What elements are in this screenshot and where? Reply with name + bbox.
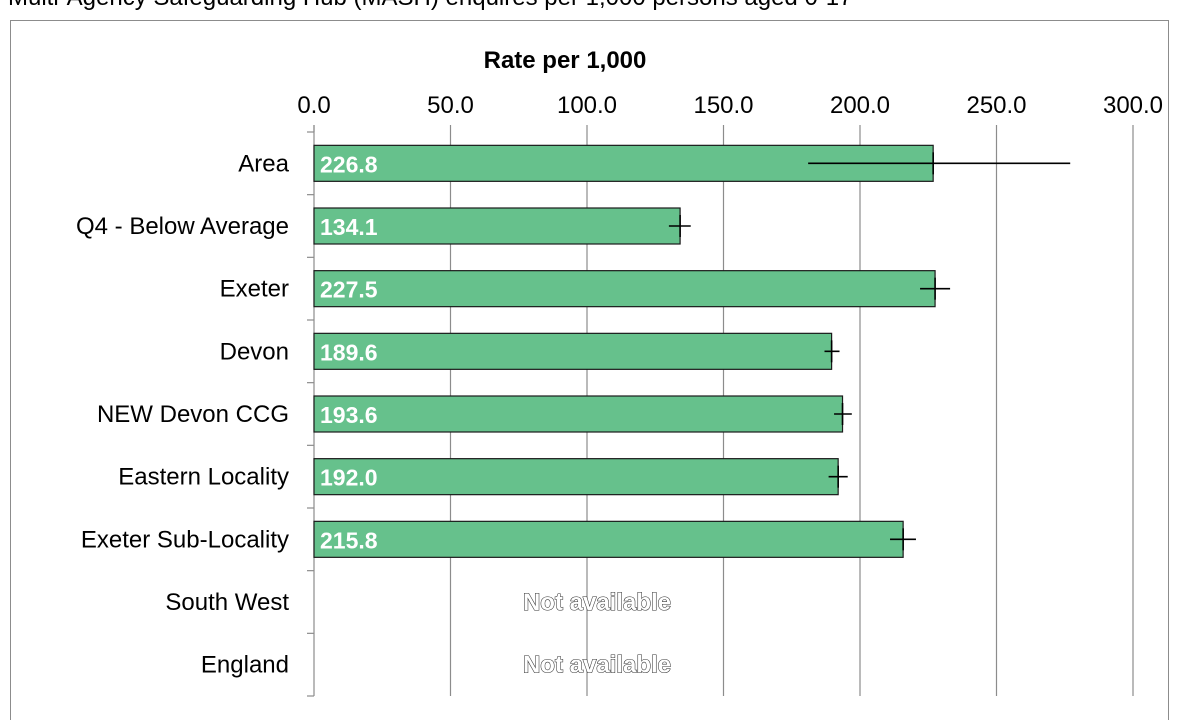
category-label: NEW Devon CCG — [97, 401, 289, 428]
value-labels: 226.8 134.1 227.5 189.6 193.6 192.0 215.8 Not a… — [320, 151, 672, 679]
category-label: Eastern Locality — [118, 464, 289, 491]
bars — [313, 144, 936, 558]
category-label: Area — [238, 150, 289, 177]
error-bars — [668, 152, 1071, 551]
y-axis — [307, 125, 315, 697]
category-label: Q4 - Below Average — [76, 213, 289, 240]
value-label: 226.8 — [320, 151, 378, 177]
bar — [313, 395, 844, 433]
x-tick-label: 100.0 — [557, 92, 617, 119]
bar — [313, 520, 904, 558]
x-axis-ticks: 0.0 50.0 100.0 150.0 200.0 250.0 300.0 — [297, 92, 1163, 119]
bar — [313, 207, 681, 245]
value-label: 134.1 — [320, 214, 378, 240]
not-available-label: Not available — [523, 652, 671, 679]
category-label: Devon — [220, 338, 289, 365]
x-tick-label: 50.0 — [427, 92, 474, 119]
x-tick-label: 300.0 — [1103, 92, 1163, 119]
category-label: Exeter Sub-Locality — [81, 526, 289, 553]
category-label: South West — [165, 589, 289, 616]
category-labels: Area Q4 - Below Average Exeter Devon NEW Dev… — [76, 150, 290, 678]
x-axis-label: Rate per 1,000 — [484, 47, 647, 74]
value-label: 189.6 — [320, 339, 378, 365]
chart-title: Multi-Agency Safeguarding Hub (MASH) enq… — [8, 0, 852, 12]
category-label: England — [201, 652, 289, 679]
chart-frame — [10, 20, 1169, 720]
x-tick-label: 0.0 — [297, 92, 330, 119]
value-label: 215.8 — [320, 527, 378, 553]
value-label: 192.0 — [320, 465, 378, 491]
not-available-label: Not available — [523, 589, 671, 616]
x-tick-label: 200.0 — [830, 92, 890, 119]
bar — [313, 458, 839, 496]
category-label: Exeter — [220, 276, 289, 303]
value-label: 193.6 — [320, 402, 378, 428]
value-label: 227.5 — [320, 277, 378, 303]
x-tick-label: 250.0 — [966, 92, 1026, 119]
bar — [313, 270, 936, 308]
x-tick-label: 150.0 — [693, 92, 753, 119]
bar — [313, 332, 833, 370]
